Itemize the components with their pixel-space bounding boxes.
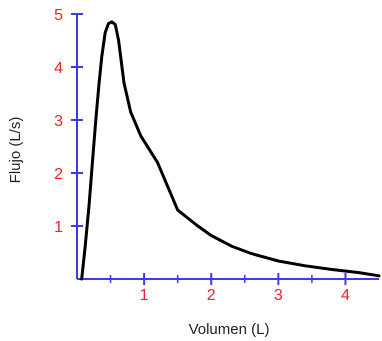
plot-area: 1 2 3 4 5 1 2 3 4 bbox=[54, 7, 381, 304]
flow-volume-curve bbox=[80, 20, 381, 281]
x-axis-title: Volumen (L) bbox=[189, 321, 270, 338]
x-tick-label: 3 bbox=[274, 287, 283, 304]
y-tick-label: 1 bbox=[54, 219, 63, 236]
y-axis-title: Flujo (L/s) bbox=[7, 117, 24, 184]
x-tick-label: 1 bbox=[140, 287, 149, 304]
y-tick-label: 3 bbox=[54, 113, 63, 130]
y-tick-label: 5 bbox=[54, 7, 63, 24]
x-tick-label: 4 bbox=[341, 287, 350, 304]
y-tick-label: 2 bbox=[54, 166, 63, 183]
y-tick-label: 4 bbox=[54, 60, 63, 77]
x-tick-label: 2 bbox=[207, 287, 216, 304]
